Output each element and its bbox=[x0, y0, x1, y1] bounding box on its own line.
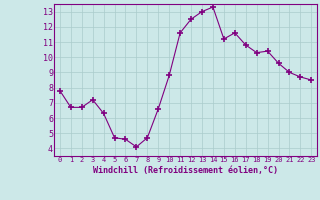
X-axis label: Windchill (Refroidissement éolien,°C): Windchill (Refroidissement éolien,°C) bbox=[93, 166, 278, 175]
